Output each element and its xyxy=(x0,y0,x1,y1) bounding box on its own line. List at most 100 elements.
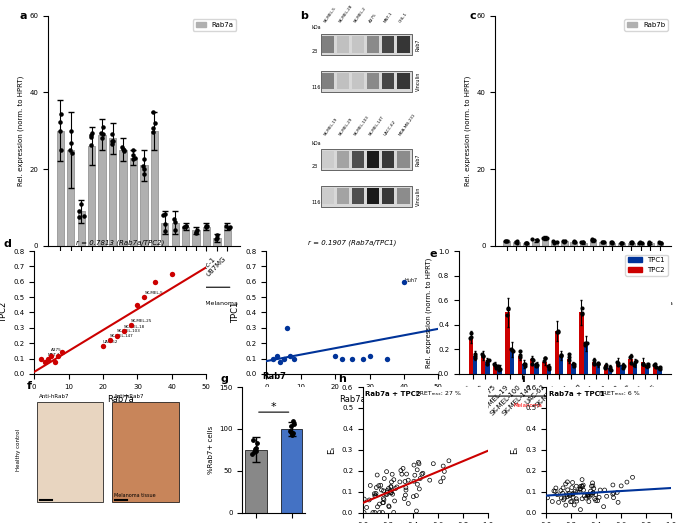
Point xyxy=(606,238,617,246)
Point xyxy=(526,355,537,363)
Point xyxy=(556,350,566,359)
Bar xyxy=(497,368,502,374)
Point xyxy=(566,497,577,506)
Point xyxy=(117,143,128,152)
Bar xyxy=(542,238,549,246)
Point xyxy=(584,492,595,501)
Point xyxy=(86,133,97,142)
Text: Cancer, Non-Melanoma: Cancer, Non-Melanoma xyxy=(599,301,673,306)
Text: h: h xyxy=(338,374,346,384)
Point xyxy=(604,363,615,371)
Point xyxy=(586,482,597,491)
Point xyxy=(411,507,422,515)
Point xyxy=(503,305,514,313)
Point xyxy=(584,497,595,506)
Bar xyxy=(245,450,266,513)
Point xyxy=(559,237,570,245)
Point xyxy=(547,237,558,246)
Point xyxy=(56,348,67,357)
Bar xyxy=(619,243,625,246)
Title: Rab7: Rab7 xyxy=(262,372,286,381)
Point xyxy=(495,365,506,373)
Point xyxy=(416,470,427,478)
Bar xyxy=(580,313,584,374)
Point xyxy=(382,486,393,495)
Point xyxy=(275,358,286,366)
Bar xyxy=(543,362,547,374)
Bar xyxy=(57,131,64,246)
Point xyxy=(55,145,66,154)
Bar xyxy=(599,242,606,246)
Point xyxy=(170,218,181,226)
Text: Rab7: Rab7 xyxy=(416,153,421,166)
Point xyxy=(249,448,260,457)
Point xyxy=(564,356,575,364)
Point xyxy=(612,358,623,367)
Point xyxy=(138,155,149,163)
Point xyxy=(97,342,108,350)
Point xyxy=(514,350,525,359)
Point xyxy=(625,352,636,360)
Text: SK-MEL-2: SK-MEL-2 xyxy=(353,6,367,24)
Point xyxy=(564,492,575,500)
Point xyxy=(374,500,385,508)
Text: CHL-1: CHL-1 xyxy=(399,12,408,24)
Point xyxy=(271,351,282,360)
Point xyxy=(438,474,449,482)
FancyBboxPatch shape xyxy=(37,402,103,503)
Point xyxy=(278,355,289,363)
Point xyxy=(147,128,158,137)
Point xyxy=(571,482,582,491)
Point xyxy=(139,293,150,301)
Text: Rab7a + TPC2: Rab7a + TPC2 xyxy=(366,391,421,397)
Point xyxy=(410,471,421,480)
Point xyxy=(575,238,586,246)
Point xyxy=(580,339,590,347)
Bar xyxy=(281,429,302,513)
Text: Melanoma tissue: Melanoma tissue xyxy=(114,494,155,498)
Point xyxy=(539,354,550,362)
Text: g: g xyxy=(221,374,228,384)
Point xyxy=(654,238,665,247)
Point xyxy=(582,491,593,499)
Point xyxy=(401,486,412,494)
Point xyxy=(532,236,543,244)
Point xyxy=(138,162,149,170)
Point xyxy=(106,130,117,139)
Point xyxy=(557,489,568,497)
Point xyxy=(252,439,263,447)
Bar xyxy=(224,226,231,246)
Point xyxy=(288,428,299,437)
Point xyxy=(477,352,488,360)
Point xyxy=(634,239,645,247)
Point xyxy=(380,490,391,498)
Point xyxy=(54,118,65,126)
Point xyxy=(374,508,385,517)
Bar xyxy=(129,157,137,246)
Point xyxy=(371,492,382,500)
Point xyxy=(586,235,597,243)
FancyBboxPatch shape xyxy=(382,152,395,167)
Point xyxy=(390,484,401,493)
Point xyxy=(414,460,425,468)
Point xyxy=(387,490,398,498)
Point xyxy=(598,238,609,246)
Point xyxy=(372,471,383,479)
Point xyxy=(616,239,627,247)
Point xyxy=(379,474,390,483)
Point xyxy=(329,351,340,360)
Point xyxy=(148,124,159,132)
Point xyxy=(572,488,583,496)
Text: kDa: kDa xyxy=(312,141,321,145)
Point xyxy=(369,508,380,517)
Point xyxy=(612,498,623,506)
Point xyxy=(559,494,570,503)
Point xyxy=(576,309,587,317)
Point xyxy=(268,355,279,363)
Bar xyxy=(628,243,634,246)
Point xyxy=(656,239,667,247)
Point xyxy=(507,346,518,355)
Bar xyxy=(590,240,597,246)
Bar xyxy=(506,313,510,374)
Point xyxy=(627,473,638,482)
